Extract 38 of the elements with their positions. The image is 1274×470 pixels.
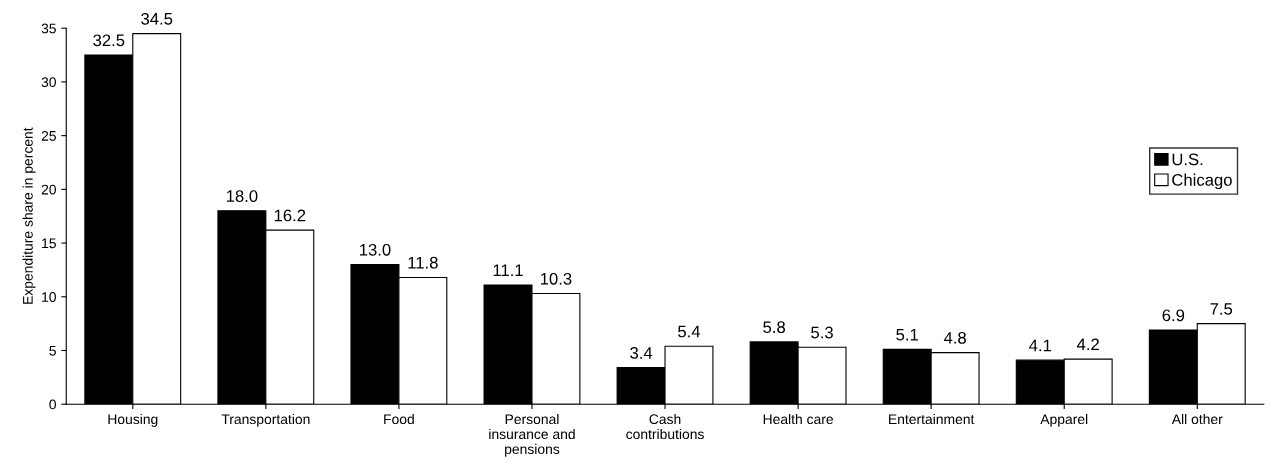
data-label: 11.8	[408, 256, 438, 269]
data-label: 5.8	[763, 321, 785, 334]
legend-label: Chicago	[1172, 173, 1232, 190]
x-tick-label: Apparel	[1040, 413, 1088, 427]
x-tick-label: Food	[384, 413, 414, 425]
data-label: 18.0	[226, 190, 258, 202]
data-label: 4.1	[1029, 339, 1052, 352]
x-tick-label: Health care	[763, 413, 833, 425]
data-label: 16.2	[274, 209, 306, 222]
data-label: 34.5	[141, 12, 173, 25]
legend-label: U.S.	[1172, 153, 1203, 166]
data-label: 5.4	[678, 325, 701, 338]
y-tick-label: 5	[49, 345, 56, 356]
data-label: 4.2	[1076, 338, 1099, 351]
y-tick-label: 20	[41, 184, 56, 195]
data-label: 3.4	[630, 347, 653, 359]
y-tick-label: 10	[42, 292, 56, 302]
data-label: 4.8	[943, 331, 966, 344]
data-label: 5.1	[896, 328, 918, 341]
x-tick-label: Cash contributions	[626, 413, 704, 440]
y-tick-label: 15	[42, 238, 56, 249]
y-tick-label: 35	[41, 23, 56, 34]
x-tick-label: All other	[1171, 413, 1223, 425]
x-tick-label: Entertainment	[889, 413, 975, 425]
y-axis-title: Expenditure share in percent	[22, 127, 36, 304]
y-tick-label: 25	[41, 130, 56, 141]
data-label: 6.9	[1162, 309, 1185, 322]
data-label: 11.1	[493, 264, 523, 276]
x-tick-label: Housing	[108, 413, 158, 427]
data-label: 10.3	[540, 272, 572, 285]
y-tick-label: 0	[49, 399, 56, 410]
data-label: 5.3	[811, 326, 833, 339]
data-label: 7.5	[1210, 303, 1233, 315]
data-label: 13.0	[360, 243, 391, 256]
data-label: 32.5	[93, 34, 125, 47]
y-tick-label: 30	[41, 77, 56, 88]
x-tick-label: Personal insurance and pensions	[489, 413, 575, 457]
x-tick-label: Transportation	[221, 413, 310, 427]
